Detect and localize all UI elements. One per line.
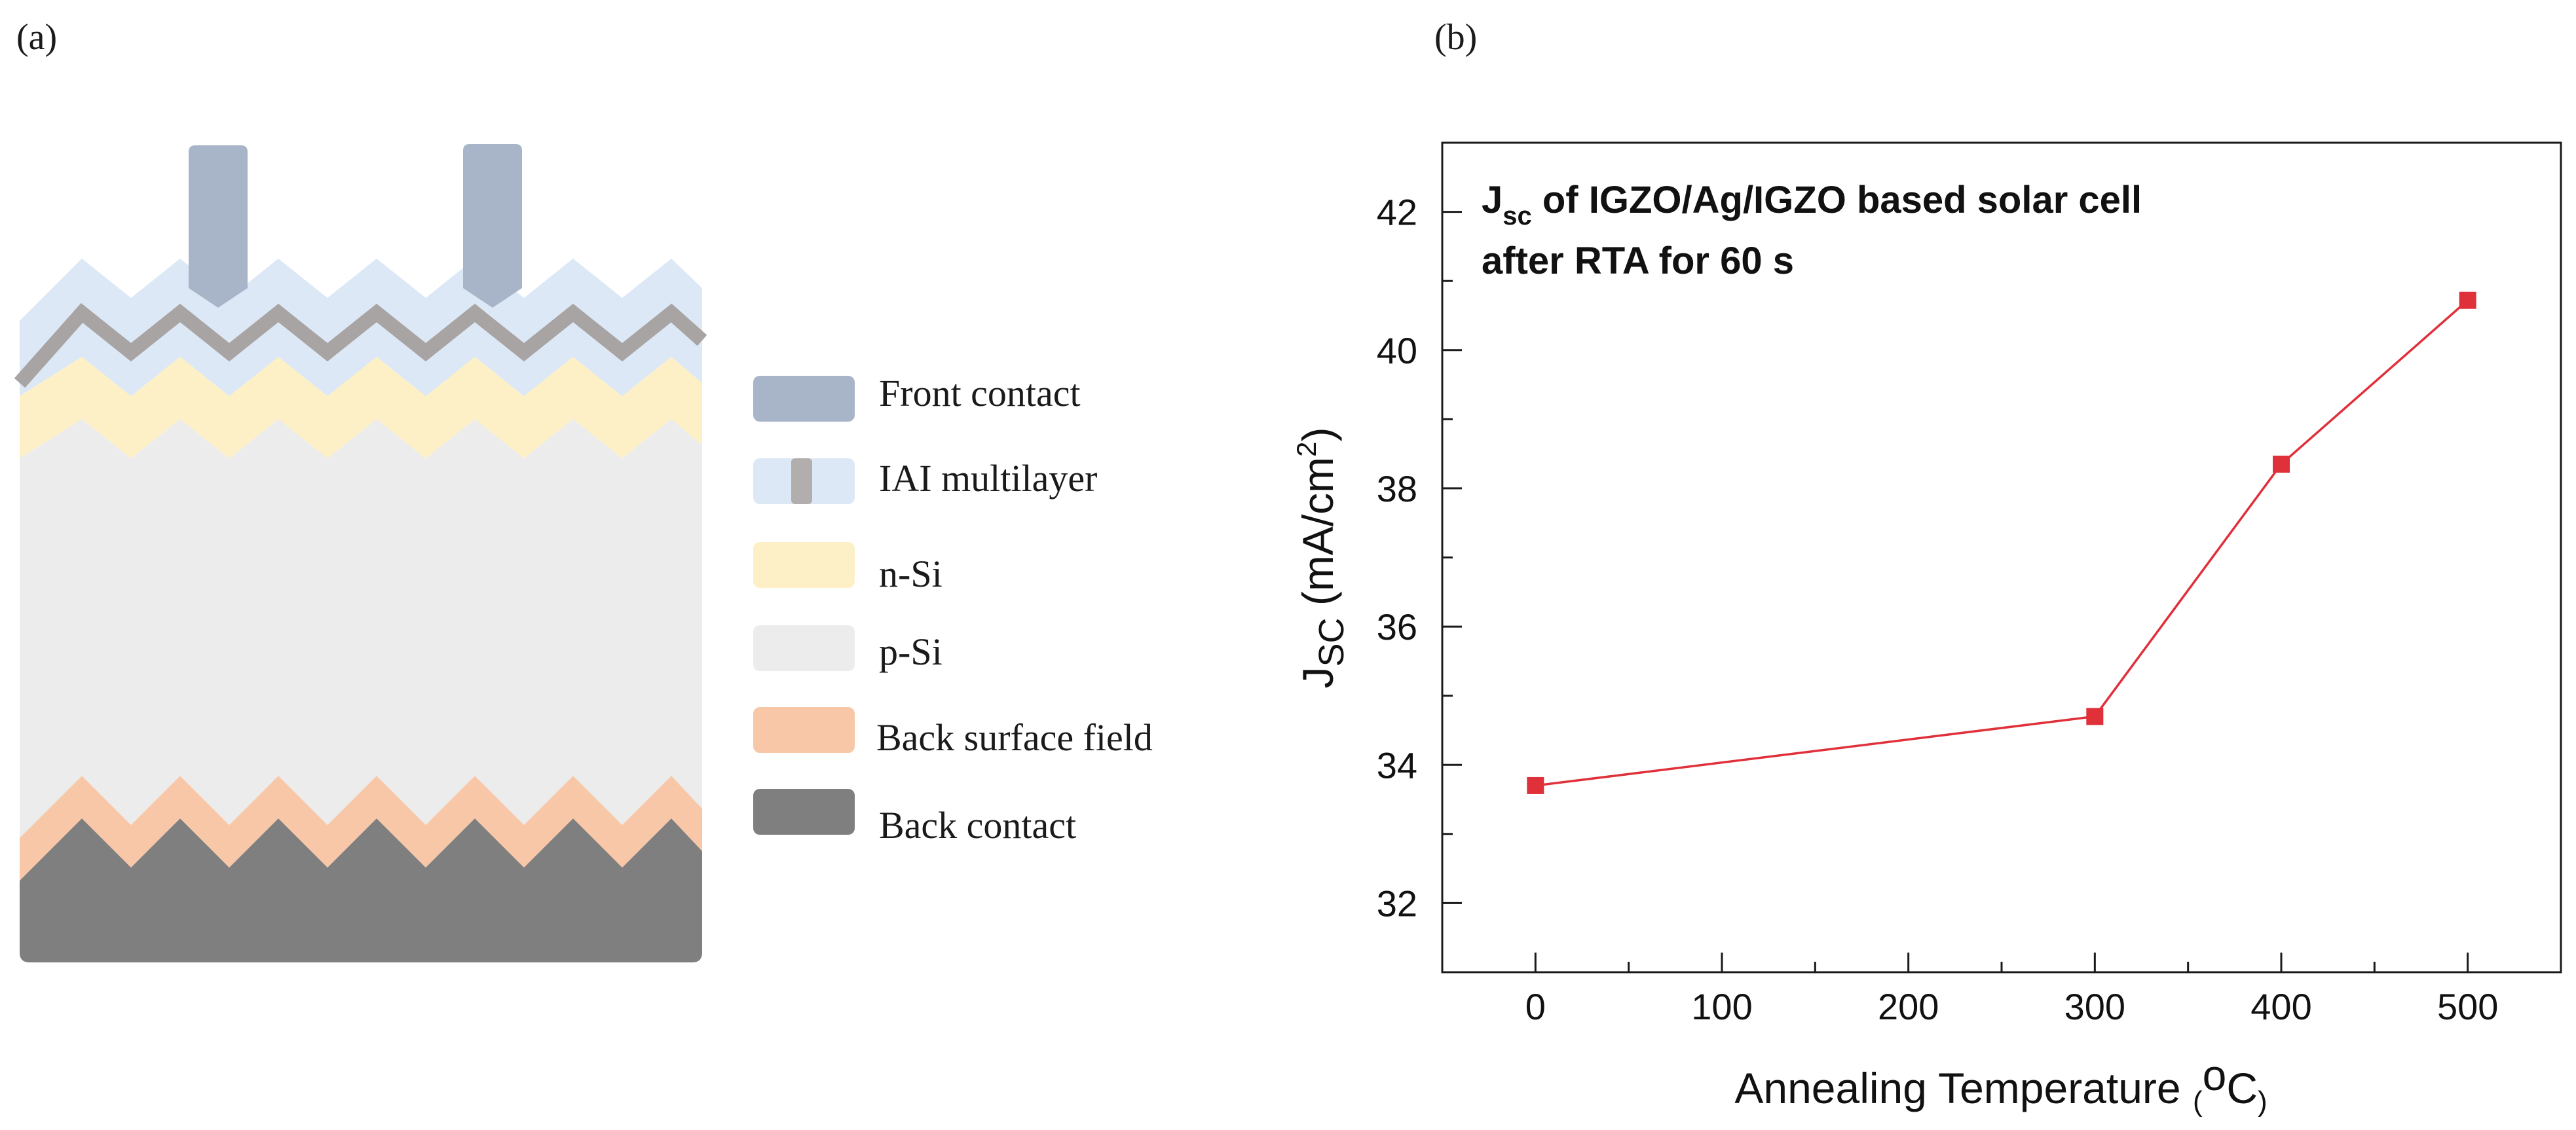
ylabel-close: ) [1294,428,1342,442]
front-contact-swatch [753,376,855,422]
legend: Front contact IAI multilayer n-Si p-Si B… [753,372,1153,847]
x-axis: 0 100 200 300 400 500 [1525,953,2498,1027]
x-tick-label: 100 [1691,986,1752,1027]
panel-b: (b) 0 100 200 300 400 500 32 34 36 38 40 42 Jsc of… [1291,17,2562,1118]
x-tick-label: 500 [2437,986,2498,1027]
back-contact-layer [20,818,702,962]
data-point [2086,708,2104,725]
xlabel-c: C [2226,1064,2258,1112]
y-tick-label: 36 [1377,606,1417,647]
ylabel-j: J [1294,667,1342,689]
panel-a: (a) Front contact [14,17,1153,962]
legend-label: n-Si [879,553,943,595]
legend-item-back-surface-field: Back surface field [753,707,1153,759]
x-tick-label: 400 [2250,986,2311,1027]
legend-label: Back contact [879,804,1076,847]
y-tick-label: 32 [1377,883,1417,924]
chart: 0 100 200 300 400 500 32 34 36 38 40 42 Jsc of IGZ… [1291,141,2562,1118]
iai-metal-line [14,302,707,388]
data-point [2273,455,2290,473]
legend-label: IAI multilayer [879,457,1097,500]
solar-cell-diagram [14,144,707,962]
y-tick-label: 40 [1377,330,1417,371]
back-contact-swatch [753,789,855,835]
legend-item-iai-multilayer: IAI multilayer [753,457,1097,504]
legend-item-front-contact: Front contact [753,372,1081,422]
y-axis: 32 34 36 38 40 42 [1377,192,1462,924]
xlabel-main: Annealing Temperature [1734,1064,2193,1112]
x-tick-label: 0 [1525,986,1546,1027]
legend-item-n-si: n-Si [753,542,943,595]
legend-item-p-si: p-Si [753,625,943,673]
data-point [2459,291,2476,309]
panel-a-label: (a) [16,17,57,58]
front-contact-finger-left [189,145,248,308]
p-si-swatch [753,625,855,671]
back-surface-field-layer [20,776,702,881]
series-line [1535,299,2469,787]
xlabel-close: ) [2258,1085,2268,1118]
legend-label: Back surface field [876,716,1153,759]
ylabel-sup: 2 [1291,441,1322,456]
ylabel-rest: (mA/cm [1294,457,1342,618]
front-contact-finger-right [463,144,522,308]
n-si-swatch [753,542,855,588]
title-rest: of IGZO/Ag/IGZO based solar cell [1532,179,2142,221]
title-sub: sc [1503,202,1532,230]
legend-label: p-Si [879,630,943,673]
y-axis-label: JSC (mA/cm2) [1291,428,1351,689]
legend-item-back-contact: Back contact [753,789,1076,847]
chart-title-line-2: after RTA for 60 s [1482,240,1794,282]
legend-label: Front contact [879,372,1081,414]
n-si-layer [20,357,702,458]
p-si-layer [20,419,702,838]
y-tick-label: 38 [1377,468,1417,509]
chart-title-line-1: Jsc of IGZO/Ag/IGZO based solar cell [1482,179,2142,230]
title-j: J [1482,179,1503,221]
y-tick-label: 34 [1377,744,1417,786]
back-surface-field-swatch [753,707,855,753]
data-point [1527,776,1544,794]
x-tick-label: 300 [2064,986,2125,1027]
ylabel-sub: SC [1312,617,1351,666]
xlabel-open: ( [2193,1085,2203,1118]
iai-multilayer-swatch-inner [791,458,812,504]
y-tick-label: 42 [1377,192,1417,233]
xlabel-sup: o [2203,1051,2227,1099]
x-axis-label: Annealing Temperature (oC) [1734,1051,2267,1118]
panel-b-label: (b) [1434,17,1477,58]
x-tick-label: 200 [1878,986,1939,1027]
series-jsc [1527,291,2476,794]
